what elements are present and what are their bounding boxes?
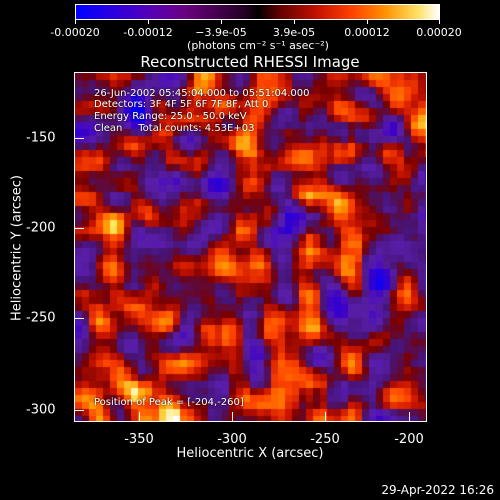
x-tick-mark [232, 412, 233, 422]
info-time: 26-Jun-2002 05:45:04.000 to 05:51:04.000 [94, 88, 310, 99]
x-tick-mark [409, 412, 410, 422]
datestamp: 29-Apr-2022 16:26 [381, 483, 494, 497]
y-tick-mark [74, 318, 84, 319]
colorbar-tick [439, 20, 440, 24]
y-tick-label: -300 [26, 402, 56, 418]
colorbar-tick [294, 20, 295, 24]
colorbar-tick [221, 20, 222, 24]
info-energy: Energy Range: 25.0 - 50.0 keV [94, 111, 247, 122]
colorbar-tick-label: 0.00012 [344, 26, 390, 39]
x-tick-label: -250 [310, 432, 340, 447]
x-axis-label: Heliocentric X (arcsec) [176, 446, 324, 461]
colorbar-tick [148, 20, 149, 24]
info-clean: Clean Total counts: 4.53E+03 [94, 123, 255, 134]
info-peak: Position of Peak = [-204,-260] [94, 397, 244, 408]
x-tick-label: -350 [124, 432, 154, 447]
x-tick-mark [139, 412, 140, 422]
colorbar-units: (photons cm⁻² s⁻¹ asec⁻²) [187, 39, 329, 52]
colorbar-tick-label: −3.9e-05 [195, 26, 247, 39]
plot-area[interactable] [74, 72, 427, 422]
x-tick-label: -200 [394, 432, 424, 447]
y-tick-label: -250 [26, 310, 56, 326]
colorbar-tick [75, 20, 76, 24]
colorbar-tick-label: 0.00020 [416, 26, 462, 39]
y-axis-label: Heliocentric Y (arcsec) [9, 175, 25, 321]
colorbar-tick-label: -0.00020 [50, 26, 100, 39]
info-detectors: Detectors: 3F 4F 5F 6F 7F 8F, Att 0 [94, 99, 269, 110]
chart-title: Reconstructed RHESSI Image [140, 53, 360, 71]
heatmap-image [75, 73, 426, 421]
y-tick-mark [74, 138, 84, 139]
colorbar-tick-label: 3.9e-05 [272, 26, 316, 39]
y-tick-mark [74, 228, 84, 229]
y-tick-label: -150 [26, 130, 56, 146]
y-tick-label: -200 [26, 220, 56, 236]
x-tick-label: -300 [217, 432, 247, 447]
colorbar-tick [367, 20, 368, 24]
colorbar [75, 4, 440, 20]
colorbar-tick-label: -0.00012 [123, 26, 173, 39]
y-tick-mark [74, 410, 84, 411]
x-tick-mark [325, 412, 326, 422]
